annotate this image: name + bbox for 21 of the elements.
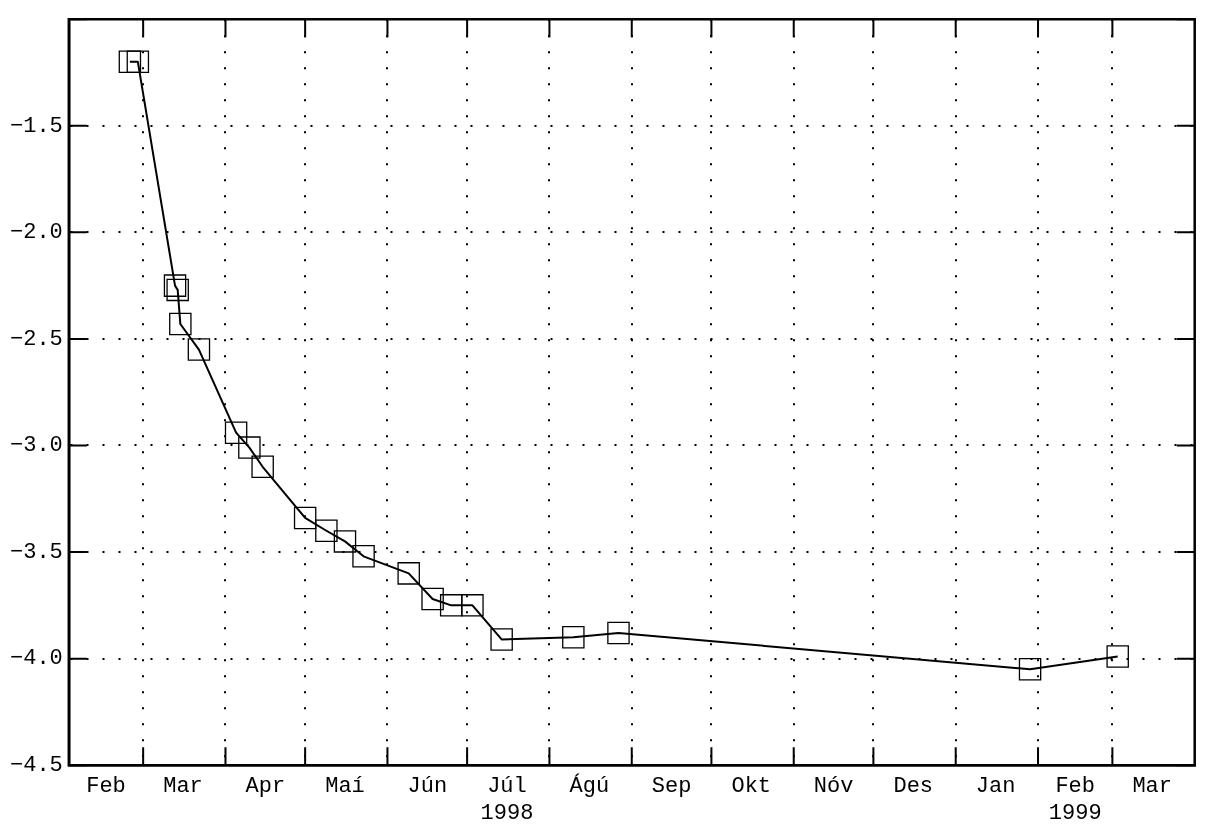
x-tick-label: Okt [731, 774, 772, 800]
x-tick-label: Júl 1998 [480, 774, 534, 826]
x-tick-label: Sep [651, 774, 692, 800]
y-tick-label: −4.5 [10, 753, 63, 779]
y-tick-label: −2.5 [10, 326, 63, 352]
x-tick-label: Apr [245, 774, 286, 800]
x-tick-label: Nóv [813, 774, 854, 800]
x-tick-label: Jún [407, 774, 448, 800]
y-tick-label: −4.0 [10, 646, 63, 672]
x-tick-label: Maí [325, 774, 365, 800]
y-tick-label: −1.5 [10, 113, 63, 139]
x-tick-label: Jan [975, 774, 1016, 800]
x-tick-label: Ágú [569, 773, 610, 800]
x-tick-label: Feb 1999 [1048, 774, 1102, 826]
x-tick-label: Feb [86, 774, 126, 800]
y-tick-label: −2.0 [10, 220, 63, 246]
x-tick-label: Mar [1132, 774, 1173, 800]
x-tick-label: Mar [163, 774, 203, 800]
y-tick-label: −3.5 [10, 539, 63, 565]
x-tick-label: Des [893, 774, 934, 800]
y-tick-label: −3.0 [10, 433, 63, 459]
